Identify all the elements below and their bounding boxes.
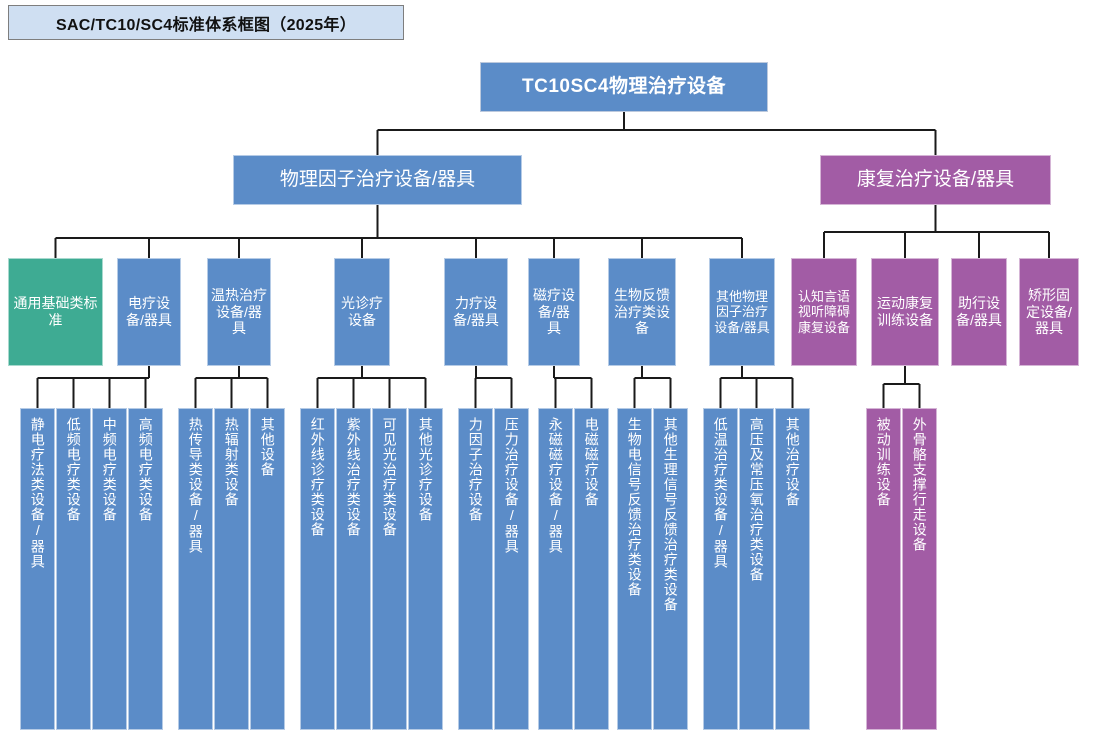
node-level3-2[interactable]: 温热治疗设备/器具	[207, 258, 271, 366]
node-leaf-12[interactable]: 压力治疗设备/器具	[494, 408, 529, 730]
node-level3-3[interactable]: 光诊疗设备	[334, 258, 390, 366]
node-root[interactable]: TC10SC4物理治疗设备	[480, 62, 768, 112]
node-leaf-13[interactable]: 永磁磁疗设备/器具	[538, 408, 573, 730]
node-leaf-10[interactable]: 其他光诊疗设备	[408, 408, 443, 730]
node-level3-10[interactable]: 助行设备/器具	[951, 258, 1007, 366]
node-leaf-label: 高频电疗类设备	[137, 417, 154, 522]
node-leaf-14[interactable]: 电磁磁疗设备	[574, 408, 609, 730]
node-leaf-label: 力因子治疗设备	[467, 417, 484, 522]
node-leaf-label: 压力治疗设备/器具	[503, 417, 520, 554]
node-leaf-7[interactable]: 红外线诊疗类设备	[300, 408, 335, 730]
node-leaf-label: 其他生理信号反馈治疗类设备	[662, 417, 679, 612]
node-level3-11[interactable]: 矫形固定设备/器具	[1019, 258, 1079, 366]
node-leaf-18[interactable]: 高压及常压氧治疗类设备	[739, 408, 774, 730]
node-leaf-2[interactable]: 中频电疗类设备	[92, 408, 127, 730]
node-leaf-0[interactable]: 静电疗法类设备/器具	[20, 408, 55, 730]
node-leaf-label: 电磁磁疗设备	[583, 417, 600, 507]
node-leaf-label: 低温治疗类设备/器具	[712, 417, 729, 569]
node-leaf-label: 其他光诊疗设备	[417, 417, 434, 522]
node-level3-8[interactable]: 认知言语视听障碍康复设备	[791, 258, 857, 366]
node-leaf-3[interactable]: 高频电疗类设备	[128, 408, 163, 730]
node-level3-9[interactable]: 运动康复训练设备	[871, 258, 939, 366]
node-leaf-label: 其他设备	[259, 417, 276, 477]
node-level3-6[interactable]: 生物反馈治疗类设备	[608, 258, 676, 366]
node-leaf-label: 被动训练设备	[875, 417, 892, 507]
node-leaf-4[interactable]: 热传导类设备/器具	[178, 408, 213, 730]
node-level3-4[interactable]: 力疗设备/器具	[444, 258, 508, 366]
node-leaf-label: 高压及常压氧治疗类设备	[748, 417, 765, 582]
node-leaf-label: 低频电疗类设备	[65, 417, 82, 522]
node-leaf-11[interactable]: 力因子治疗设备	[458, 408, 493, 730]
node-leaf-1[interactable]: 低频电疗类设备	[56, 408, 91, 730]
node-level3-1[interactable]: 电疗设备/器具	[117, 258, 181, 366]
node-level3-0[interactable]: 通用基础类标准	[8, 258, 103, 366]
page-title: SAC/TC10/SC4标准体系框图（2025年）	[8, 5, 404, 40]
node-leaf-label: 热传导类设备/器具	[187, 417, 204, 554]
node-leaf-label: 红外线诊疗类设备	[309, 417, 326, 537]
node-leaf-label: 中频电疗类设备	[101, 417, 118, 522]
node-leaf-17[interactable]: 低温治疗类设备/器具	[703, 408, 738, 730]
node-leaf-label: 热辐射类设备	[223, 417, 240, 507]
node-leaf-20[interactable]: 被动训练设备	[866, 408, 901, 730]
node-leaf-label: 生物电信号反馈治疗类设备	[626, 417, 643, 597]
node-leaf-label: 可见光治疗类设备	[381, 417, 398, 537]
node-leaf-9[interactable]: 可见光治疗类设备	[372, 408, 407, 730]
node-level3-5[interactable]: 磁疗设备/器具	[528, 258, 580, 366]
node-leaf-label: 永磁磁疗设备/器具	[547, 417, 564, 554]
node-level2-1[interactable]: 康复治疗设备/器具	[820, 155, 1051, 205]
node-leaf-label: 外骨骼支撑行走设备	[911, 417, 928, 552]
node-leaf-5[interactable]: 热辐射类设备	[214, 408, 249, 730]
node-leaf-label: 静电疗法类设备/器具	[29, 417, 46, 569]
node-level2-0[interactable]: 物理因子治疗设备/器具	[233, 155, 522, 205]
node-level3-7[interactable]: 其他物理因子治疗设备/器具	[709, 258, 775, 366]
node-leaf-label: 其他治疗设备	[784, 417, 801, 507]
node-leaf-label: 紫外线治疗类设备	[345, 417, 362, 537]
node-leaf-16[interactable]: 其他生理信号反馈治疗类设备	[653, 408, 688, 730]
node-leaf-6[interactable]: 其他设备	[250, 408, 285, 730]
node-leaf-21[interactable]: 外骨骼支撑行走设备	[902, 408, 937, 730]
node-leaf-15[interactable]: 生物电信号反馈治疗类设备	[617, 408, 652, 730]
node-leaf-19[interactable]: 其他治疗设备	[775, 408, 810, 730]
node-leaf-8[interactable]: 紫外线治疗类设备	[336, 408, 371, 730]
